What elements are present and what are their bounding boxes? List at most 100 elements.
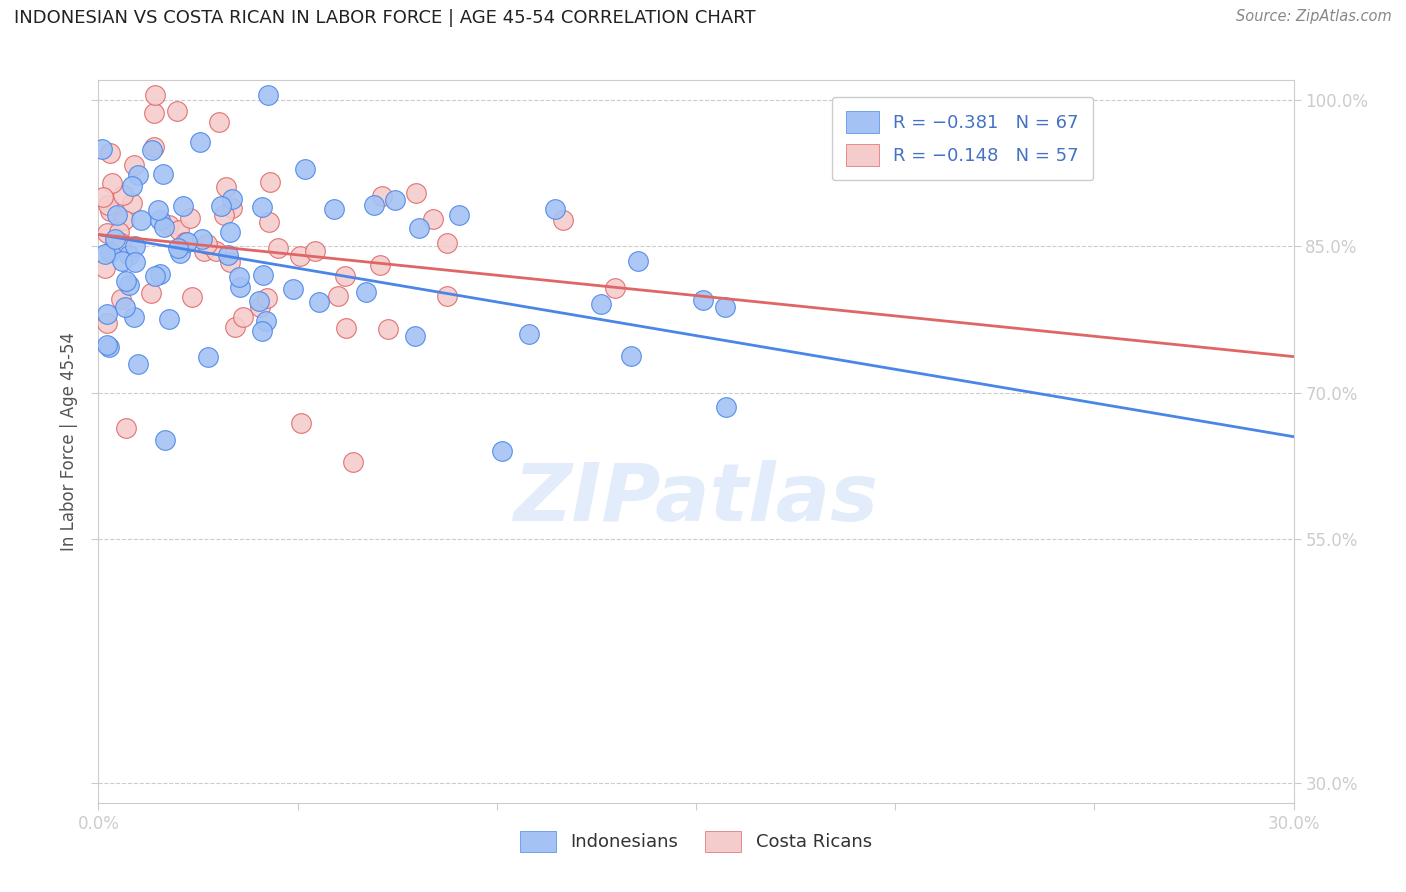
Point [288,249,311,263]
Point [91,142,114,156]
Point [209,199,232,213]
Point [98,203,121,218]
Point [97,198,120,212]
Point [181,290,204,304]
Point [716,400,738,414]
Point [166,241,188,255]
Point [193,244,215,258]
Point [157,312,180,326]
Point [229,280,252,294]
Point [101,176,124,190]
Point [215,180,238,194]
Point [146,202,169,217]
Point [692,293,714,307]
Point [155,434,177,448]
Point [172,199,194,213]
Point [304,244,326,259]
Point [98,340,121,354]
Point [221,192,243,206]
Point [491,444,513,458]
Point [124,239,146,253]
Point [368,258,391,272]
Point [127,168,149,182]
Point [517,327,540,342]
Point [124,255,146,269]
Point [195,236,218,251]
Point [249,300,271,314]
Point [143,105,166,120]
Point [290,416,312,430]
Point [228,270,250,285]
Point [422,211,444,226]
Point [118,248,141,262]
Y-axis label: In Labor Force | Age 45-54: In Labor Force | Age 45-54 [59,332,77,551]
Point [149,267,172,281]
Point [124,310,146,324]
Point [191,232,214,246]
Text: ZIPatlas: ZIPatlas [513,460,879,539]
Point [118,278,141,293]
Point [94,260,117,275]
Point [104,232,127,246]
Point [212,208,235,222]
Point [96,338,118,352]
Point [224,319,246,334]
Point [188,135,211,149]
Point [129,213,152,227]
Point [217,248,239,262]
Point [544,202,567,216]
Point [259,175,281,189]
Point [179,211,201,226]
Point [591,297,613,311]
Point [247,293,270,308]
Point [157,218,180,232]
Point [713,300,735,314]
Point [114,274,136,288]
Point [141,285,163,300]
Text: Source: ZipAtlas.com: Source: ZipAtlas.com [1236,9,1392,24]
Point [221,201,243,215]
Point [166,103,188,118]
Point [127,357,149,371]
Point [620,349,643,363]
Point [281,282,304,296]
Point [110,292,132,306]
Point [105,208,128,222]
Point [551,212,574,227]
Point [152,219,174,234]
Point [167,223,190,237]
Point [91,190,114,204]
Point [333,268,356,283]
Point [208,115,231,129]
Point [114,300,136,314]
Point [111,254,134,268]
Point [371,189,394,203]
Point [404,329,426,343]
Point [149,213,172,227]
Point [252,268,274,283]
Point [98,146,121,161]
Point [197,350,219,364]
Point [121,196,143,211]
Point [107,225,129,239]
Point [308,294,330,309]
Point [436,235,458,250]
Point [143,268,166,283]
Point [122,158,145,172]
Point [447,208,470,222]
Point [141,144,163,158]
Point [114,213,136,227]
Point [121,178,143,193]
Point [627,253,650,268]
Point [405,186,427,200]
Point [436,289,458,303]
Point [257,87,280,102]
Point [384,193,406,207]
Point [176,235,198,249]
Point [110,236,132,251]
Point [169,245,191,260]
Point [250,200,273,214]
Point [152,167,174,181]
Point [100,245,122,260]
Point [232,310,254,324]
